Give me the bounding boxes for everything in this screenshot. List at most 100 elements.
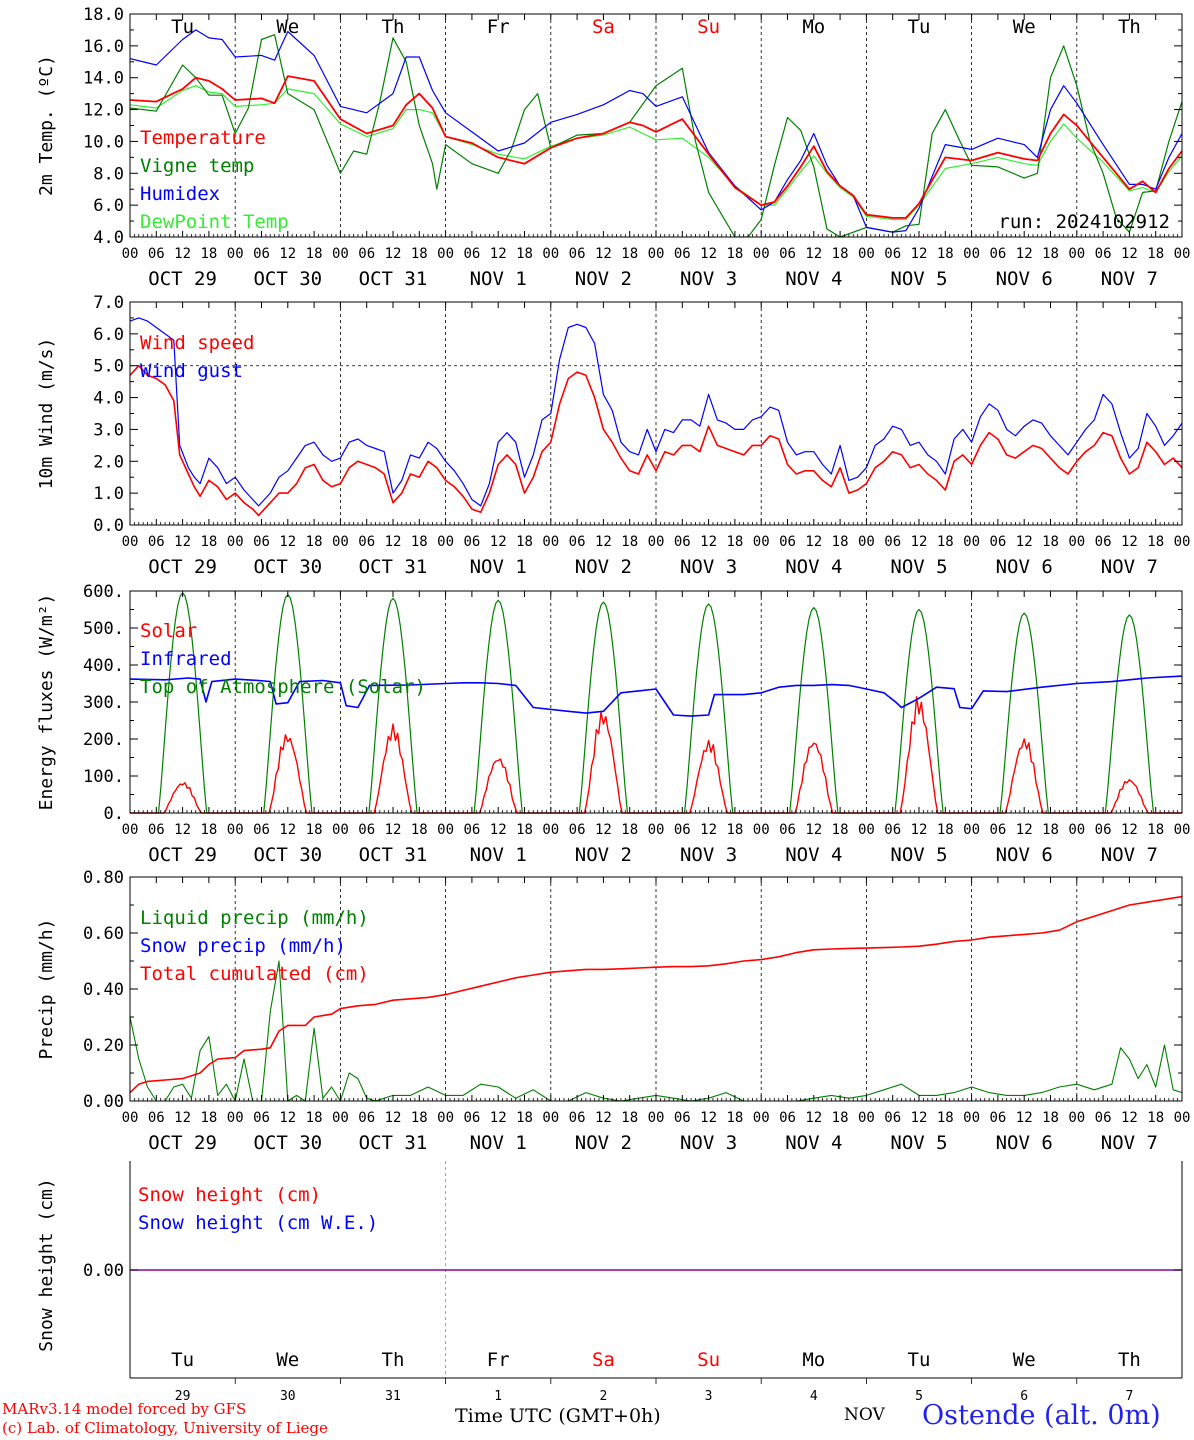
x-hour-label: 12 — [700, 534, 717, 550]
weekday-label: Mo — [802, 1349, 825, 1371]
x-hour-label: 12 — [279, 246, 296, 262]
y-tick-label: 18.0 — [83, 5, 124, 25]
y-tick-label: 100. — [83, 767, 124, 787]
x-hour-label: 18 — [726, 534, 743, 550]
x-hour-label: 06 — [1095, 246, 1112, 262]
x-date-label: NOV 7 — [1101, 844, 1158, 866]
x-hour-label: 00 — [753, 1110, 770, 1126]
run-annotation: run: 2024102912 — [998, 211, 1170, 233]
y-tick-label: 4.0 — [93, 228, 124, 248]
x-hour-label: 12 — [174, 822, 191, 838]
x-hour-label: 12 — [385, 534, 402, 550]
station-name: Ostende (alt. 0m) — [922, 1400, 1161, 1431]
y-tick-label: 0.60 — [83, 924, 124, 944]
x-date-label: NOV 7 — [1101, 268, 1158, 290]
x-hour-label: 12 — [279, 534, 296, 550]
x-date-label: NOV 6 — [996, 268, 1053, 290]
panel-temperature: 4.0 6.0 8.0 10.0 12.0 14.0 16.0 18.0 2m Temp. (º… — [36, 5, 1191, 290]
x-date-label: NOV 3 — [680, 844, 737, 866]
x-hour-label: 18 — [411, 1110, 428, 1126]
weekday-label: Su — [697, 1349, 720, 1371]
x-axis-title: Time UTC (GMT+0h) — [455, 1405, 661, 1427]
x-hour-label: 12 — [385, 1110, 402, 1126]
y-tick-label: 5.0 — [93, 357, 124, 377]
x-date-label: OCT 29 — [148, 844, 217, 866]
x-hour-label: 18 — [937, 246, 954, 262]
x-hour-label: 18 — [937, 1110, 954, 1126]
x-hour-label: 18 — [200, 1110, 217, 1126]
series-line-3 — [130, 85, 1182, 221]
x-hour-label: 00 — [1174, 822, 1191, 838]
x-date-label: NOV 5 — [890, 556, 947, 578]
x-hour-label: 00 — [227, 822, 244, 838]
weekday-label: Sa — [592, 1349, 615, 1371]
x-hour-label: 18 — [726, 1110, 743, 1126]
x-hour-label: 06 — [884, 1110, 901, 1126]
weekday-label: Fr — [487, 1349, 510, 1371]
x-hour-label: 18 — [937, 822, 954, 838]
x-hour-label: 00 — [1174, 534, 1191, 550]
x-hour-label: 06 — [569, 1110, 586, 1126]
x-hour-label: 06 — [569, 822, 586, 838]
x-hour-label: 00 — [227, 246, 244, 262]
y-tick-label: 6.0 — [93, 325, 124, 345]
x-hour-label: 18 — [1147, 822, 1164, 838]
x-hour-label: 00 — [542, 822, 559, 838]
x-hour-label: 00 — [1174, 246, 1191, 262]
x-hour-label: 06 — [674, 1110, 691, 1126]
lab-credit: (c) Lab. of Climatology, University of L… — [2, 1419, 328, 1437]
panel-wind: 0.0 1.0 2.0 3.0 4.0 5.0 6.0 7.0 10m Wind (m/s) 00… — [36, 293, 1190, 578]
x-hour-label: 00 — [1068, 822, 1085, 838]
x-date-label: NOV 4 — [785, 556, 842, 578]
x-hour-label: 18 — [306, 246, 323, 262]
x-hour-label: 06 — [779, 534, 796, 550]
x-date-label: NOV 1 — [470, 844, 527, 866]
x-hour-label: 00 — [227, 1110, 244, 1126]
y-tick-label: 1.0 — [93, 484, 124, 504]
x-hour-label: 18 — [621, 1110, 638, 1126]
x-hour-label: 06 — [779, 822, 796, 838]
x-hour-label: 06 — [1095, 822, 1112, 838]
panel-energy: 0. 100. 200. 300. 400. 500. 600. Energy fluxes … — [36, 582, 1190, 866]
weekday-label: Fr — [487, 16, 510, 38]
x-hour-label: 00 — [963, 246, 980, 262]
x-hour-label: 06 — [463, 1110, 480, 1126]
y-tick-label: 600. — [83, 582, 124, 602]
x-hour-label: 00 — [648, 822, 665, 838]
x-hour-label: 06 — [779, 1110, 796, 1126]
x-date-label: OCT 30 — [253, 844, 322, 866]
x-hour-label: 00 — [1068, 246, 1085, 262]
x-hour-label: 00 — [858, 1110, 875, 1126]
x-hour-label: 12 — [700, 822, 717, 838]
x-hour-label: 18 — [516, 534, 533, 550]
x-hour-label: 12 — [595, 534, 612, 550]
day-number-label: 6 — [1020, 1389, 1028, 1404]
x-hour-label: 06 — [674, 534, 691, 550]
x-hour-label: 06 — [148, 246, 165, 262]
x-hour-label: 06 — [989, 534, 1006, 550]
y-axis-label: Precip (mm/h) — [36, 919, 57, 1060]
x-hour-label: 00 — [1068, 1110, 1085, 1126]
x-date-label: NOV 1 — [470, 268, 527, 290]
series-line-cumulated — [129, 895, 1183, 1094]
x-hour-label: 00 — [1174, 1110, 1191, 1126]
x-hour-label: 00 — [753, 246, 770, 262]
x-hour-label: 18 — [411, 246, 428, 262]
x-hour-label: 12 — [595, 822, 612, 838]
x-hour-label: 00 — [122, 1110, 139, 1126]
x-hour-label: 00 — [437, 822, 454, 838]
temp-lines — [130, 29, 1182, 237]
legend-entry: Humidex — [140, 183, 220, 205]
weekday-label: We — [1013, 1349, 1036, 1371]
y-tick-label: 0.00 — [83, 1092, 124, 1112]
y-tick-label: 0.40 — [83, 980, 124, 1000]
x-hour-label: 00 — [227, 534, 244, 550]
x-hour-label: 12 — [174, 534, 191, 550]
x-hour-label: 06 — [463, 822, 480, 838]
legend-entry: Total cumulated (cm) — [140, 963, 369, 985]
x-hour-label: 18 — [1147, 1110, 1164, 1126]
x-hour-label: 00 — [437, 246, 454, 262]
x-hour-label: 18 — [306, 534, 323, 550]
model-credit: MARv3.14 model forced by GFS — [2, 1400, 247, 1418]
